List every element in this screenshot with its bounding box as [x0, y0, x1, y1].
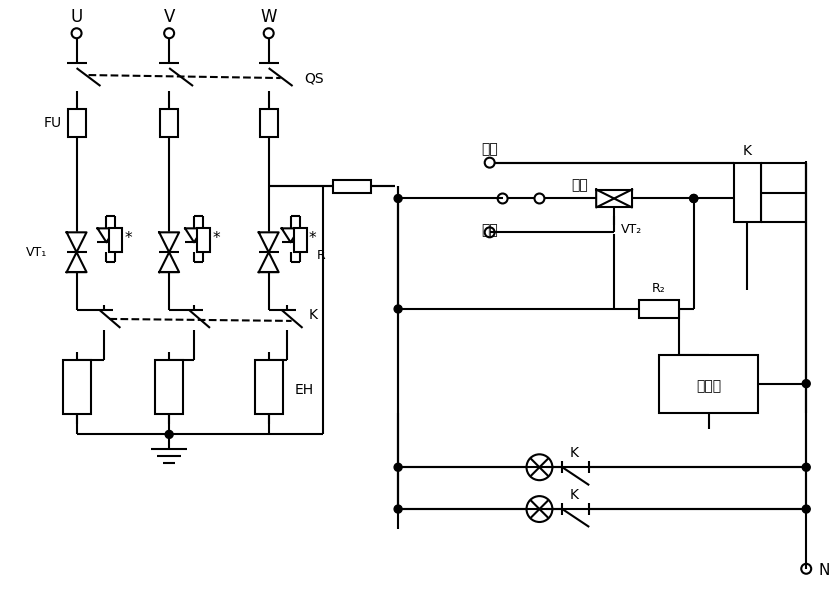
Text: W: W: [260, 9, 277, 26]
Circle shape: [802, 505, 811, 513]
Bar: [659, 354, 759, 412]
Circle shape: [165, 430, 173, 438]
Bar: [197, 229, 210, 252]
Polygon shape: [66, 232, 87, 252]
Text: V: V: [164, 9, 175, 26]
Text: 手动: 手动: [481, 142, 498, 156]
Polygon shape: [97, 229, 115, 242]
Bar: [639, 300, 679, 318]
Circle shape: [690, 195, 698, 202]
Text: U: U: [71, 9, 82, 26]
Text: 温控仪: 温控仪: [696, 379, 722, 393]
Text: FU: FU: [44, 116, 62, 130]
Text: *: *: [308, 231, 317, 246]
Circle shape: [802, 463, 811, 471]
Circle shape: [690, 195, 698, 202]
Text: 停止: 停止: [481, 223, 498, 237]
Polygon shape: [259, 252, 279, 272]
Text: K: K: [308, 308, 318, 322]
Text: K: K: [570, 446, 579, 460]
Circle shape: [394, 505, 402, 513]
Text: QS: QS: [305, 71, 324, 85]
Text: EH: EH: [295, 382, 313, 396]
Polygon shape: [160, 252, 179, 272]
Text: K: K: [743, 143, 752, 157]
Circle shape: [394, 195, 402, 202]
Polygon shape: [259, 232, 279, 252]
Text: N: N: [818, 563, 830, 578]
Bar: [294, 229, 307, 252]
Text: *: *: [124, 231, 132, 246]
Circle shape: [802, 379, 811, 388]
Text: R₂: R₂: [652, 282, 666, 294]
Circle shape: [394, 305, 402, 313]
Text: VT₂: VT₂: [621, 223, 642, 236]
Polygon shape: [185, 229, 203, 242]
Bar: [160, 109, 178, 137]
Bar: [155, 360, 183, 415]
Polygon shape: [596, 190, 614, 207]
Polygon shape: [281, 229, 300, 242]
Polygon shape: [160, 232, 179, 252]
Bar: [260, 109, 278, 137]
Polygon shape: [614, 190, 632, 207]
Bar: [63, 360, 91, 415]
Bar: [109, 229, 123, 252]
Text: *: *: [213, 231, 220, 246]
Bar: [333, 179, 371, 193]
Bar: [733, 163, 761, 223]
Polygon shape: [66, 252, 87, 272]
Text: R: R: [317, 249, 325, 261]
Bar: [67, 109, 86, 137]
Text: 自动: 自动: [571, 179, 588, 193]
Circle shape: [394, 463, 402, 471]
Bar: [255, 360, 282, 415]
Text: VT₁: VT₁: [25, 246, 47, 259]
Text: K: K: [570, 488, 579, 502]
